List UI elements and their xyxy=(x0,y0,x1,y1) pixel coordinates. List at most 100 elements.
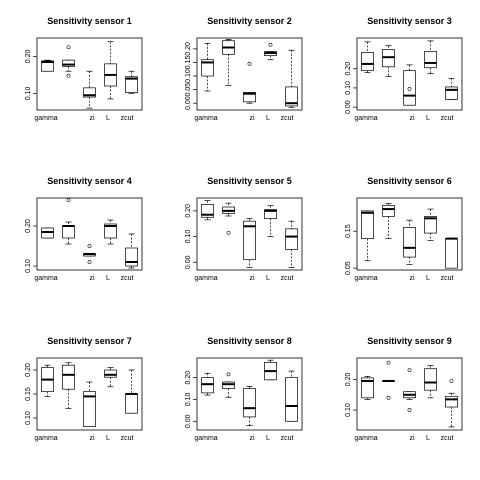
iqr-box xyxy=(243,91,256,103)
iqr-box xyxy=(361,210,374,239)
iqr-box xyxy=(285,86,298,107)
x-category-label: L xyxy=(266,275,270,282)
iqr-box xyxy=(125,393,138,414)
outlier-point xyxy=(87,244,92,248)
x-category-label: L xyxy=(106,275,110,282)
y-tick-label: 0.20 xyxy=(345,373,352,387)
x-category-label: zcut xyxy=(441,115,454,122)
y-tick-label: 0.10 xyxy=(345,403,352,417)
y-tick-label: 0.10 xyxy=(185,230,192,244)
plot-frame xyxy=(356,357,463,431)
iqr-box xyxy=(264,209,277,219)
x-category-label: L xyxy=(426,435,430,442)
x-category-label: zcut xyxy=(121,115,134,122)
outlier-point xyxy=(247,61,252,66)
y-tick-label: 0.15 xyxy=(345,224,352,238)
iqr-box xyxy=(83,391,96,427)
x-category-label: gamma xyxy=(34,115,57,122)
iqr-box xyxy=(125,76,138,93)
outlier-point xyxy=(66,73,71,78)
x-category-label: gamma xyxy=(354,435,377,442)
x-category-label: zi xyxy=(249,275,255,282)
iqr-box xyxy=(222,381,235,389)
plot-frame xyxy=(196,357,303,431)
outlier-point xyxy=(386,360,391,365)
x-category-label: zcut xyxy=(121,275,134,282)
x-category-label: gamma xyxy=(194,435,217,442)
y-tick-label: 0.10 xyxy=(345,81,352,95)
iqr-box xyxy=(201,59,214,77)
panel-title: Sensitivity sensor 1 xyxy=(47,16,132,26)
y-tick-label: 0.20 xyxy=(185,42,192,56)
outlier-point xyxy=(226,372,231,377)
x-category-label: gamma xyxy=(354,275,377,282)
y-tick-label: 0.10 xyxy=(25,86,32,100)
plot-frame xyxy=(356,37,463,111)
x-category-label: zcut xyxy=(441,435,454,442)
outlier-point xyxy=(66,45,71,50)
y-tick-label: 0.00 xyxy=(185,414,192,428)
x-category-label: zcut xyxy=(281,275,294,282)
plot-frame xyxy=(356,197,463,271)
y-tick-label: 0.20 xyxy=(25,50,32,64)
iqr-box xyxy=(424,216,437,234)
x-category-label: zi xyxy=(409,115,415,122)
iqr-box xyxy=(41,60,54,72)
x-category-label: zcut xyxy=(441,275,454,282)
iqr-box xyxy=(201,377,214,394)
outlier-point xyxy=(407,86,412,91)
iqr-box xyxy=(104,369,117,378)
plot-frame xyxy=(196,37,303,111)
y-tick-label: 0.10 xyxy=(25,411,32,425)
y-tick-label: 0.10 xyxy=(185,393,192,407)
x-category-label: zi xyxy=(89,115,95,122)
panel-title: Sensitivity sensor 4 xyxy=(47,176,132,186)
iqr-box xyxy=(361,377,374,399)
x-category-label: zi xyxy=(249,115,255,122)
y-tick-label: 0.20 xyxy=(185,204,192,218)
x-category-label: L xyxy=(426,275,430,282)
outlier-point xyxy=(407,408,412,412)
iqr-box xyxy=(403,227,416,258)
iqr-box xyxy=(445,395,458,408)
outlier-point xyxy=(386,395,391,400)
y-tick-label: 0.20 xyxy=(345,62,352,76)
iqr-box xyxy=(424,51,437,69)
panel-title: Sensitivity sensor 9 xyxy=(367,336,452,346)
y-tick-label: 0.00 xyxy=(345,100,352,114)
x-category-label: gamma xyxy=(34,275,57,282)
outlier-point xyxy=(87,260,92,264)
y-tick-label: 0.20 xyxy=(25,363,32,377)
x-category-label: gamma xyxy=(194,115,217,122)
x-category-label: gamma xyxy=(194,275,217,282)
iqr-box xyxy=(445,238,458,269)
iqr-box xyxy=(62,225,75,239)
x-category-label: zi xyxy=(89,435,95,442)
y-tick-label: 0.20 xyxy=(185,371,192,385)
x-category-label: L xyxy=(426,115,430,122)
y-tick-label: 0.20 xyxy=(25,219,32,233)
x-category-label: zi xyxy=(89,275,95,282)
y-tick-label: 0.05 xyxy=(345,261,352,275)
x-category-label: gamma xyxy=(34,435,57,442)
y-tick-label: 0.15 xyxy=(185,56,192,70)
iqr-box xyxy=(243,220,256,261)
y-tick-label: 0.05 xyxy=(185,83,192,97)
outlier-point xyxy=(226,230,231,235)
y-tick-label: 0.15 xyxy=(25,387,32,401)
y-tick-label: 0.00 xyxy=(185,96,192,110)
x-category-label: L xyxy=(106,115,110,122)
iqr-box xyxy=(403,70,416,106)
panel-title: Sensitivity sensor 7 xyxy=(47,336,132,346)
outlier-point xyxy=(66,198,71,202)
y-tick-label: 0.10 xyxy=(25,259,32,273)
iqr-box xyxy=(243,388,256,418)
x-category-label: zcut xyxy=(121,435,134,442)
x-category-label: zcut xyxy=(281,115,294,122)
y-tick-label: 0.10 xyxy=(185,69,192,83)
x-category-label: L xyxy=(106,435,110,442)
panel-title: Sensitivity sensor 2 xyxy=(207,16,292,26)
panel-title: Sensitivity sensor 8 xyxy=(207,336,292,346)
outlier-point xyxy=(449,379,454,383)
iqr-box xyxy=(285,377,298,422)
